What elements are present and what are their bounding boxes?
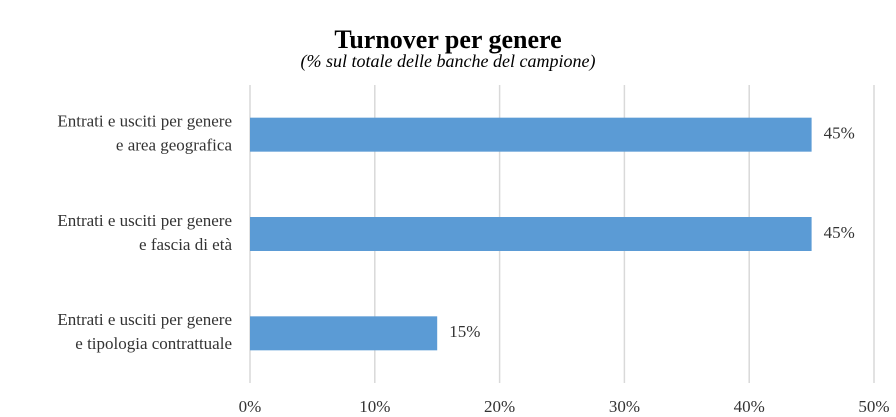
data-label: 45% bbox=[824, 124, 855, 143]
data-label: 45% bbox=[824, 223, 855, 242]
chart-subtitle: (% sul totale delle banche del campione) bbox=[301, 51, 596, 72]
x-tick-label: 30% bbox=[609, 397, 640, 416]
bar bbox=[250, 117, 812, 152]
bar bbox=[250, 217, 812, 251]
x-tick-label: 40% bbox=[734, 397, 765, 416]
y-tick-label: e tipologia contrattuale bbox=[75, 334, 232, 353]
y-tick-label: e fascia di età bbox=[139, 235, 232, 254]
y-tick-label: Entrati e usciti per genere bbox=[57, 112, 232, 131]
bar bbox=[250, 316, 438, 351]
x-tick-label: 10% bbox=[359, 397, 390, 416]
y-tick-label: e area geografica bbox=[116, 136, 233, 155]
chart-title: Turnover per genere bbox=[334, 25, 561, 54]
data-label: 15% bbox=[449, 322, 480, 341]
x-tick-label: 0% bbox=[239, 397, 262, 416]
x-tick-label: 50% bbox=[858, 397, 889, 416]
y-tick-label: Entrati e usciti per genere bbox=[57, 211, 232, 230]
x-tick-label: 20% bbox=[484, 397, 515, 416]
y-tick-label: Entrati e usciti per genere bbox=[57, 310, 232, 329]
